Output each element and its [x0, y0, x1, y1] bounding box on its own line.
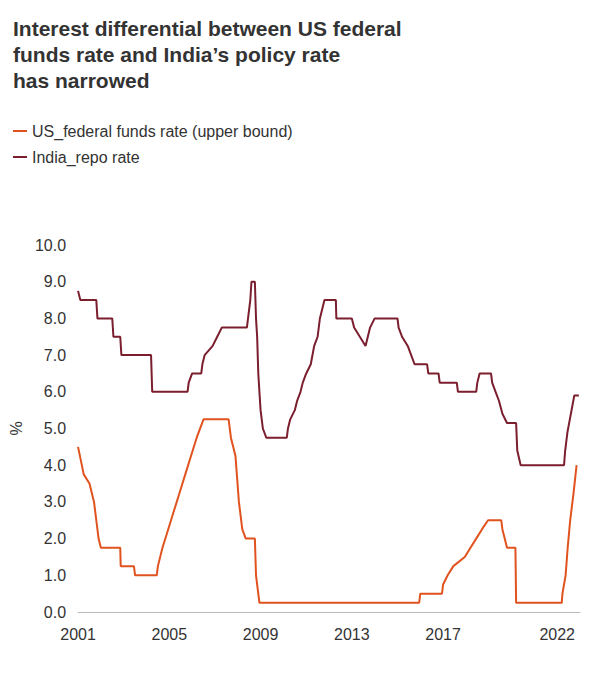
svg-text:Interest differential between: Interest differential between US federal	[13, 17, 402, 40]
svg-text:3.0: 3.0	[44, 493, 66, 510]
svg-text:0.0: 0.0	[44, 604, 66, 621]
svg-text:%: %	[8, 421, 25, 435]
svg-text:funds rate and India’s policy: funds rate and India’s policy rate	[13, 43, 340, 66]
svg-text:5.0: 5.0	[44, 420, 66, 437]
svg-text:2.0: 2.0	[44, 530, 66, 547]
svg-text:US_federal funds rate (upper b: US_federal funds rate (upper bound)	[32, 123, 293, 141]
svg-text:2013: 2013	[334, 626, 370, 643]
svg-text:2009: 2009	[243, 626, 279, 643]
svg-text:has narrowed: has narrowed	[13, 69, 150, 92]
svg-text:2022: 2022	[539, 626, 575, 643]
svg-text:6.0: 6.0	[44, 383, 66, 400]
svg-text:8.0: 8.0	[44, 310, 66, 327]
svg-text:9.0: 9.0	[44, 273, 66, 290]
svg-text:India_repo rate: India_repo rate	[32, 149, 140, 167]
svg-text:2001: 2001	[60, 626, 96, 643]
svg-text:7.0: 7.0	[44, 347, 66, 364]
svg-text:10.0: 10.0	[35, 237, 66, 254]
svg-text:2017: 2017	[425, 626, 461, 643]
svg-text:1.0: 1.0	[44, 567, 66, 584]
svg-text:2005: 2005	[152, 626, 188, 643]
svg-text:4.0: 4.0	[44, 457, 66, 474]
